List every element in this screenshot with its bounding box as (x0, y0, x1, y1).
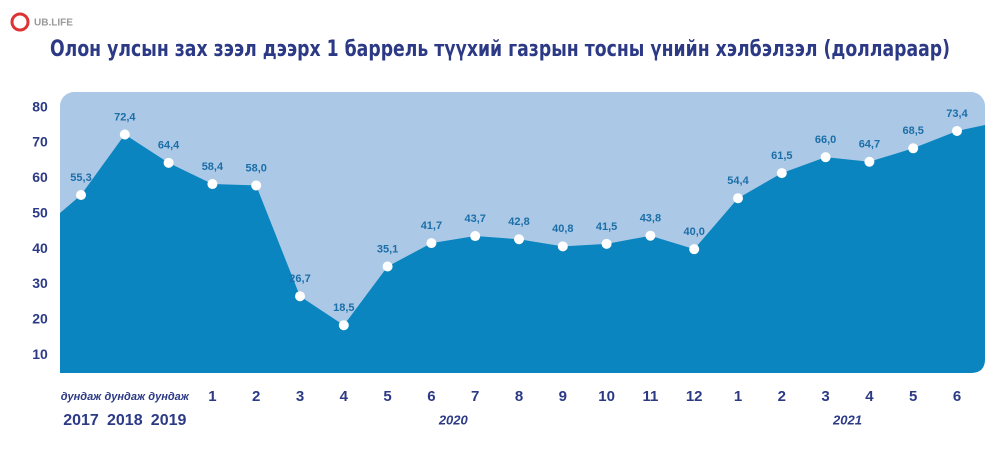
value-label: 40,0 (683, 226, 704, 238)
y-tick-label: 20 (32, 311, 48, 327)
point (382, 261, 393, 272)
x-group-label: 2020 (438, 412, 469, 427)
y-tick-label: 70 (32, 134, 48, 150)
x-tick-label: 4 (865, 388, 874, 405)
y-tick-label: 40 (32, 240, 48, 256)
value-label: 41,7 (421, 220, 442, 232)
point (514, 234, 524, 245)
value-label: 58,4 (202, 161, 224, 173)
value-label: 73,4 (946, 108, 968, 120)
point (119, 129, 130, 140)
x-tick-label: 3 (296, 388, 304, 405)
point (295, 291, 305, 302)
value-label: 72,4 (114, 111, 136, 123)
value-label: 35,1 (377, 243, 398, 255)
value-label: 58,0 (245, 162, 266, 174)
point (426, 238, 437, 249)
area-edge (957, 124, 985, 373)
logo-icon (10, 12, 30, 32)
x-tick-label: 2 (778, 388, 786, 405)
x-tick-label: дундаж (148, 391, 189, 403)
point (207, 179, 218, 190)
x-group-label: 2017 (63, 412, 99, 429)
y-tick-label: 60 (32, 169, 48, 185)
x-tick-label: 10 (598, 388, 615, 405)
point (645, 230, 656, 241)
area-edge (60, 195, 81, 373)
value-label: 64,7 (859, 139, 880, 151)
point (557, 241, 568, 252)
value-label: 55,3 (70, 172, 91, 184)
value-label: 54,4 (727, 175, 749, 187)
x-tick-label: 1 (734, 388, 742, 405)
x-tick-label: дундаж (105, 391, 146, 403)
x-tick-label: 5 (909, 388, 917, 405)
value-label: 64,4 (158, 140, 180, 152)
x-tick-label: 8 (515, 388, 523, 405)
point (908, 143, 919, 154)
x-tick-label: 6 (953, 388, 961, 405)
logo: UB.LIFE (34, 18, 73, 29)
value-label: 43,7 (464, 213, 485, 225)
y-tick-label: 30 (32, 275, 48, 291)
x-tick-label: 1 (208, 388, 216, 405)
x-tick-label: 6 (427, 388, 435, 405)
point (470, 231, 481, 242)
point (820, 152, 831, 163)
value-label: 68,5 (902, 125, 923, 137)
point (163, 157, 174, 168)
value-label: 26,7 (289, 273, 310, 285)
x-tick-label: 11 (642, 388, 658, 405)
x-tick-label: 4 (340, 388, 349, 405)
point (776, 168, 787, 179)
x-tick-label: дундаж (61, 391, 102, 403)
y-tick-label: 80 (32, 98, 48, 114)
x-tick-label: 9 (559, 388, 567, 405)
x-tick-label: 5 (383, 388, 391, 405)
value-label: 18,5 (333, 302, 354, 314)
value-label: 40,8 (552, 223, 573, 235)
point (338, 320, 349, 331)
y-tick-label: 50 (32, 204, 48, 220)
value-label: 61,5 (771, 150, 792, 162)
point (251, 180, 262, 191)
chart-title: Олон улсын зах зээл дээрх 1 баррель түүх… (50, 37, 950, 62)
x-tick-label: 7 (471, 388, 479, 405)
point (689, 244, 700, 255)
point (76, 190, 86, 201)
area (81, 130, 957, 373)
x-tick-label: 12 (686, 388, 703, 405)
point (864, 156, 875, 167)
x-tick-label: 3 (821, 388, 829, 405)
point (601, 238, 612, 249)
value-label: 42,8 (508, 216, 529, 228)
x-group-label: 2021 (832, 412, 862, 427)
value-label: 66,0 (815, 134, 836, 146)
point (733, 193, 743, 204)
point (952, 125, 962, 136)
x-group-label: 2019 (151, 412, 187, 429)
y-tick-label: 10 (32, 346, 48, 362)
value-label: 43,8 (640, 213, 661, 225)
x-group-label: 2018 (107, 412, 143, 429)
x-tick-label: 2 (252, 388, 260, 405)
value-label: 41,5 (596, 221, 617, 233)
